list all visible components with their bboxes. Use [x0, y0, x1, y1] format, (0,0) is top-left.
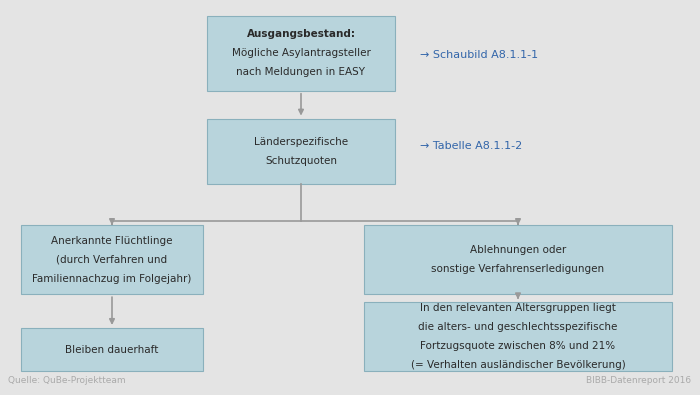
Text: (durch Verfahren und: (durch Verfahren und — [57, 255, 167, 265]
Text: → Schaubild A8.1.1-1: → Schaubild A8.1.1-1 — [420, 49, 538, 60]
FancyBboxPatch shape — [21, 328, 203, 371]
Text: nach Meldungen in EASY: nach Meldungen in EASY — [237, 67, 365, 77]
Text: → Tabelle A8.1.1-2: → Tabelle A8.1.1-2 — [420, 141, 522, 151]
Text: Familiennachzug im Folgejahr): Familiennachzug im Folgejahr) — [32, 274, 192, 284]
Text: Fortzugsquote zwischen 8% und 21%: Fortzugsquote zwischen 8% und 21% — [421, 341, 615, 351]
Text: In den relevanten Altersgruppen liegt: In den relevanten Altersgruppen liegt — [420, 303, 616, 313]
Text: Quelle: QuBe-Projektteam: Quelle: QuBe-Projektteam — [8, 376, 126, 385]
Text: Länderspezifische: Länderspezifische — [254, 137, 348, 147]
FancyBboxPatch shape — [364, 302, 672, 371]
Text: Anerkannte Flüchtlinge: Anerkannte Flüchtlinge — [51, 236, 173, 246]
Text: Ausgangsbestand:: Ausgangsbestand: — [246, 29, 356, 40]
Text: Mögliche Asylantragsteller: Mögliche Asylantragsteller — [232, 48, 370, 58]
FancyBboxPatch shape — [21, 225, 203, 294]
Text: Ablehnungen oder: Ablehnungen oder — [470, 245, 566, 255]
Text: Schutzquoten: Schutzquoten — [265, 156, 337, 166]
Text: (= Verhalten ausländischer Bevölkerung): (= Verhalten ausländischer Bevölkerung) — [411, 360, 625, 370]
FancyBboxPatch shape — [206, 16, 396, 91]
FancyBboxPatch shape — [364, 225, 672, 294]
FancyBboxPatch shape — [206, 118, 396, 184]
Text: BIBB-Datenreport 2016: BIBB-Datenreport 2016 — [587, 376, 692, 385]
Text: die alters- und geschlechtsspezifische: die alters- und geschlechtsspezifische — [419, 322, 617, 332]
Text: Bleiben dauerhaft: Bleiben dauerhaft — [65, 344, 159, 355]
Text: sonstige Verfahrenserledigungen: sonstige Verfahrenserledigungen — [431, 264, 605, 274]
